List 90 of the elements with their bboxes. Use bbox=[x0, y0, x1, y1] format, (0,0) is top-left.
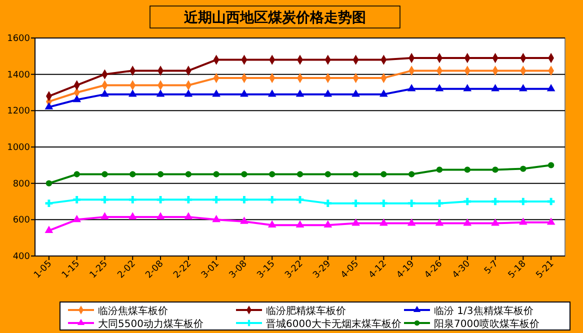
point bbox=[184, 212, 193, 220]
point bbox=[407, 84, 416, 92]
point bbox=[296, 171, 304, 178]
y-tick-label: 1400 bbox=[7, 70, 30, 80]
point bbox=[324, 90, 332, 97]
point bbox=[408, 200, 416, 207]
point bbox=[128, 196, 136, 204]
point bbox=[45, 200, 53, 207]
chart-title: 近期山西地区煤炭价格走势图 bbox=[183, 9, 366, 26]
point bbox=[213, 171, 220, 178]
y-tick-label: 1600 bbox=[7, 34, 30, 44]
point bbox=[44, 102, 54, 110]
point bbox=[101, 196, 108, 204]
point bbox=[296, 90, 304, 97]
point bbox=[324, 171, 331, 178]
point bbox=[100, 90, 109, 97]
legend-label: 临汾焦煤车板价 bbox=[98, 305, 168, 317]
point bbox=[436, 200, 444, 207]
point bbox=[380, 200, 388, 207]
point bbox=[44, 226, 54, 233]
legend-label: 阳泉7000喷吹煤车板价 bbox=[434, 318, 540, 330]
y-tick-label: 400 bbox=[12, 252, 30, 262]
point bbox=[518, 84, 528, 92]
point bbox=[156, 90, 165, 97]
point bbox=[130, 171, 136, 178]
point bbox=[102, 171, 108, 178]
y-tick-label: 1000 bbox=[7, 143, 30, 153]
legend-label: 临汾肥精煤车板价 bbox=[266, 305, 346, 317]
point bbox=[436, 166, 443, 173]
point bbox=[156, 212, 165, 220]
point bbox=[72, 214, 82, 222]
y-tick-label: 600 bbox=[12, 216, 30, 226]
legend-label: 晋城6000大卡无烟末煤车板价 bbox=[266, 318, 402, 330]
point bbox=[269, 171, 276, 178]
point bbox=[156, 196, 164, 204]
point bbox=[519, 198, 527, 206]
point bbox=[380, 171, 387, 178]
point bbox=[212, 196, 220, 204]
point bbox=[324, 220, 332, 228]
point bbox=[520, 166, 526, 172]
x-tick-label: 5-7 bbox=[482, 259, 500, 277]
y-tick-label: 1200 bbox=[7, 106, 30, 117]
legend-label: 大同5500动力煤车板价 bbox=[98, 318, 204, 330]
point bbox=[464, 198, 472, 206]
point bbox=[546, 84, 556, 92]
point bbox=[241, 171, 248, 178]
point bbox=[157, 171, 164, 178]
point bbox=[240, 216, 248, 224]
point bbox=[240, 90, 248, 97]
point bbox=[296, 220, 304, 228]
point bbox=[212, 214, 220, 222]
point bbox=[492, 198, 499, 206]
point bbox=[352, 218, 360, 226]
point bbox=[72, 94, 82, 102]
point bbox=[296, 196, 304, 204]
point bbox=[464, 166, 470, 173]
point bbox=[435, 218, 444, 226]
point bbox=[548, 162, 554, 168]
point bbox=[546, 218, 556, 225]
point bbox=[268, 220, 276, 228]
point bbox=[352, 90, 360, 97]
point bbox=[100, 212, 109, 220]
point bbox=[380, 90, 388, 97]
point bbox=[352, 171, 359, 178]
point bbox=[492, 166, 498, 173]
point bbox=[46, 180, 52, 186]
point bbox=[407, 218, 416, 226]
point bbox=[268, 196, 276, 204]
point bbox=[435, 84, 444, 92]
point bbox=[240, 196, 248, 204]
point bbox=[184, 90, 193, 97]
point bbox=[352, 200, 360, 207]
point bbox=[212, 90, 220, 97]
point bbox=[74, 171, 80, 178]
point bbox=[491, 218, 500, 226]
point bbox=[408, 171, 415, 178]
point bbox=[324, 200, 332, 207]
point bbox=[380, 218, 388, 226]
point bbox=[518, 218, 528, 225]
point bbox=[128, 212, 137, 220]
point bbox=[463, 218, 472, 226]
point bbox=[73, 196, 81, 204]
legend-label: 临汾 1/3焦精煤车板价 bbox=[434, 305, 534, 317]
point bbox=[268, 90, 276, 97]
y-tick-label: 800 bbox=[12, 179, 30, 190]
point bbox=[491, 84, 500, 92]
point bbox=[185, 171, 192, 178]
point bbox=[128, 90, 137, 97]
point bbox=[184, 196, 192, 204]
point bbox=[463, 84, 472, 92]
